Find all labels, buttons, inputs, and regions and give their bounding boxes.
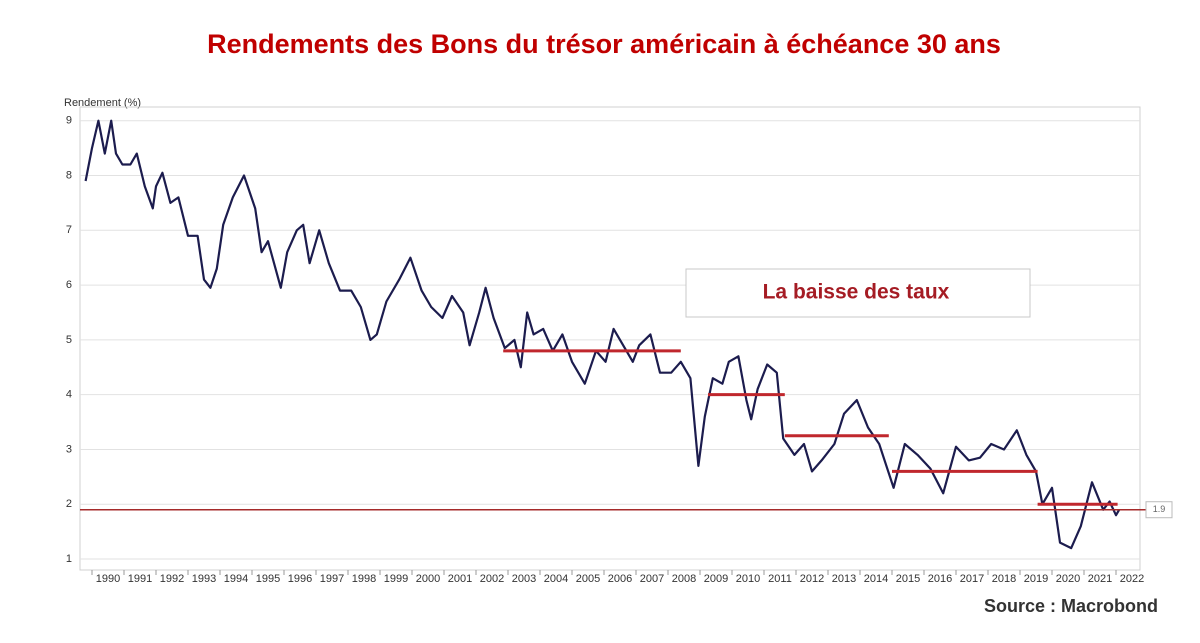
y-tick-label: 7 <box>66 224 72 236</box>
annotation: La baisse des taux <box>763 281 950 304</box>
y-axis-label: Rendement (%) <box>64 97 141 109</box>
y-tick-label: 8 <box>66 169 72 181</box>
x-tick-label: 2007 <box>640 573 664 585</box>
x-tick-label: 2009 <box>704 573 728 585</box>
x-tick-label: 2013 <box>832 573 856 585</box>
x-tick-label: 2005 <box>576 573 600 585</box>
x-tick-label: 2006 <box>608 573 632 585</box>
y-tick-label: 9 <box>66 115 72 127</box>
x-tick-label: 2003 <box>512 573 536 585</box>
x-tick-label: 2020 <box>1056 573 1080 585</box>
x-tick-label: 1998 <box>352 573 376 585</box>
x-tick-label: 1992 <box>160 573 184 585</box>
x-tick-label: 1993 <box>192 573 216 585</box>
y-tick-label: 4 <box>66 389 72 401</box>
x-tick-label: 2022 <box>1120 573 1144 585</box>
chart-title: Rendements des Bons du trésor américain … <box>207 29 1001 59</box>
x-tick-label: 2021 <box>1088 573 1112 585</box>
y-tick-label: 3 <box>66 443 72 455</box>
x-tick-label: 2017 <box>960 573 984 585</box>
x-tick-label: 2012 <box>800 573 824 585</box>
plot-frame <box>79 106 1141 571</box>
reference-label: 1.9 <box>1153 504 1166 514</box>
y-tick-label: 5 <box>66 334 72 346</box>
x-tick-label: 1997 <box>320 573 344 585</box>
x-tick-label: 2002 <box>480 573 504 585</box>
x-tick-label: 2004 <box>544 573 568 585</box>
x-tick-label: 2008 <box>672 573 696 585</box>
x-tick-label: 1991 <box>128 573 152 585</box>
y-tick-label: 6 <box>66 279 72 291</box>
x-tick-label: 2010 <box>736 573 760 585</box>
x-tick-label: 2014 <box>864 573 888 585</box>
annotation-box <box>685 268 1031 318</box>
x-tick-label: 1999 <box>384 573 408 585</box>
x-tick-label: 1996 <box>288 573 312 585</box>
x-tick-label: 2001 <box>448 573 472 585</box>
x-tick-label: 1994 <box>224 573 248 585</box>
reference-box <box>1145 501 1173 519</box>
source: Source : Macrobond <box>984 596 1158 616</box>
x-tick-label: 1990 <box>96 573 120 585</box>
x-tick-label: 2018 <box>992 573 1016 585</box>
x-tick-label: 2015 <box>896 573 920 585</box>
y-tick-label: 1 <box>66 553 72 565</box>
y-tick-label: 2 <box>66 498 72 510</box>
x-tick-label: 2000 <box>416 573 440 585</box>
yield-line <box>84 119 1121 550</box>
x-tick-label: 2011 <box>768 573 792 585</box>
x-tick-label: 2016 <box>928 573 952 585</box>
x-tick-label: 1995 <box>256 573 280 585</box>
x-tick-label: 2019 <box>1024 573 1048 585</box>
